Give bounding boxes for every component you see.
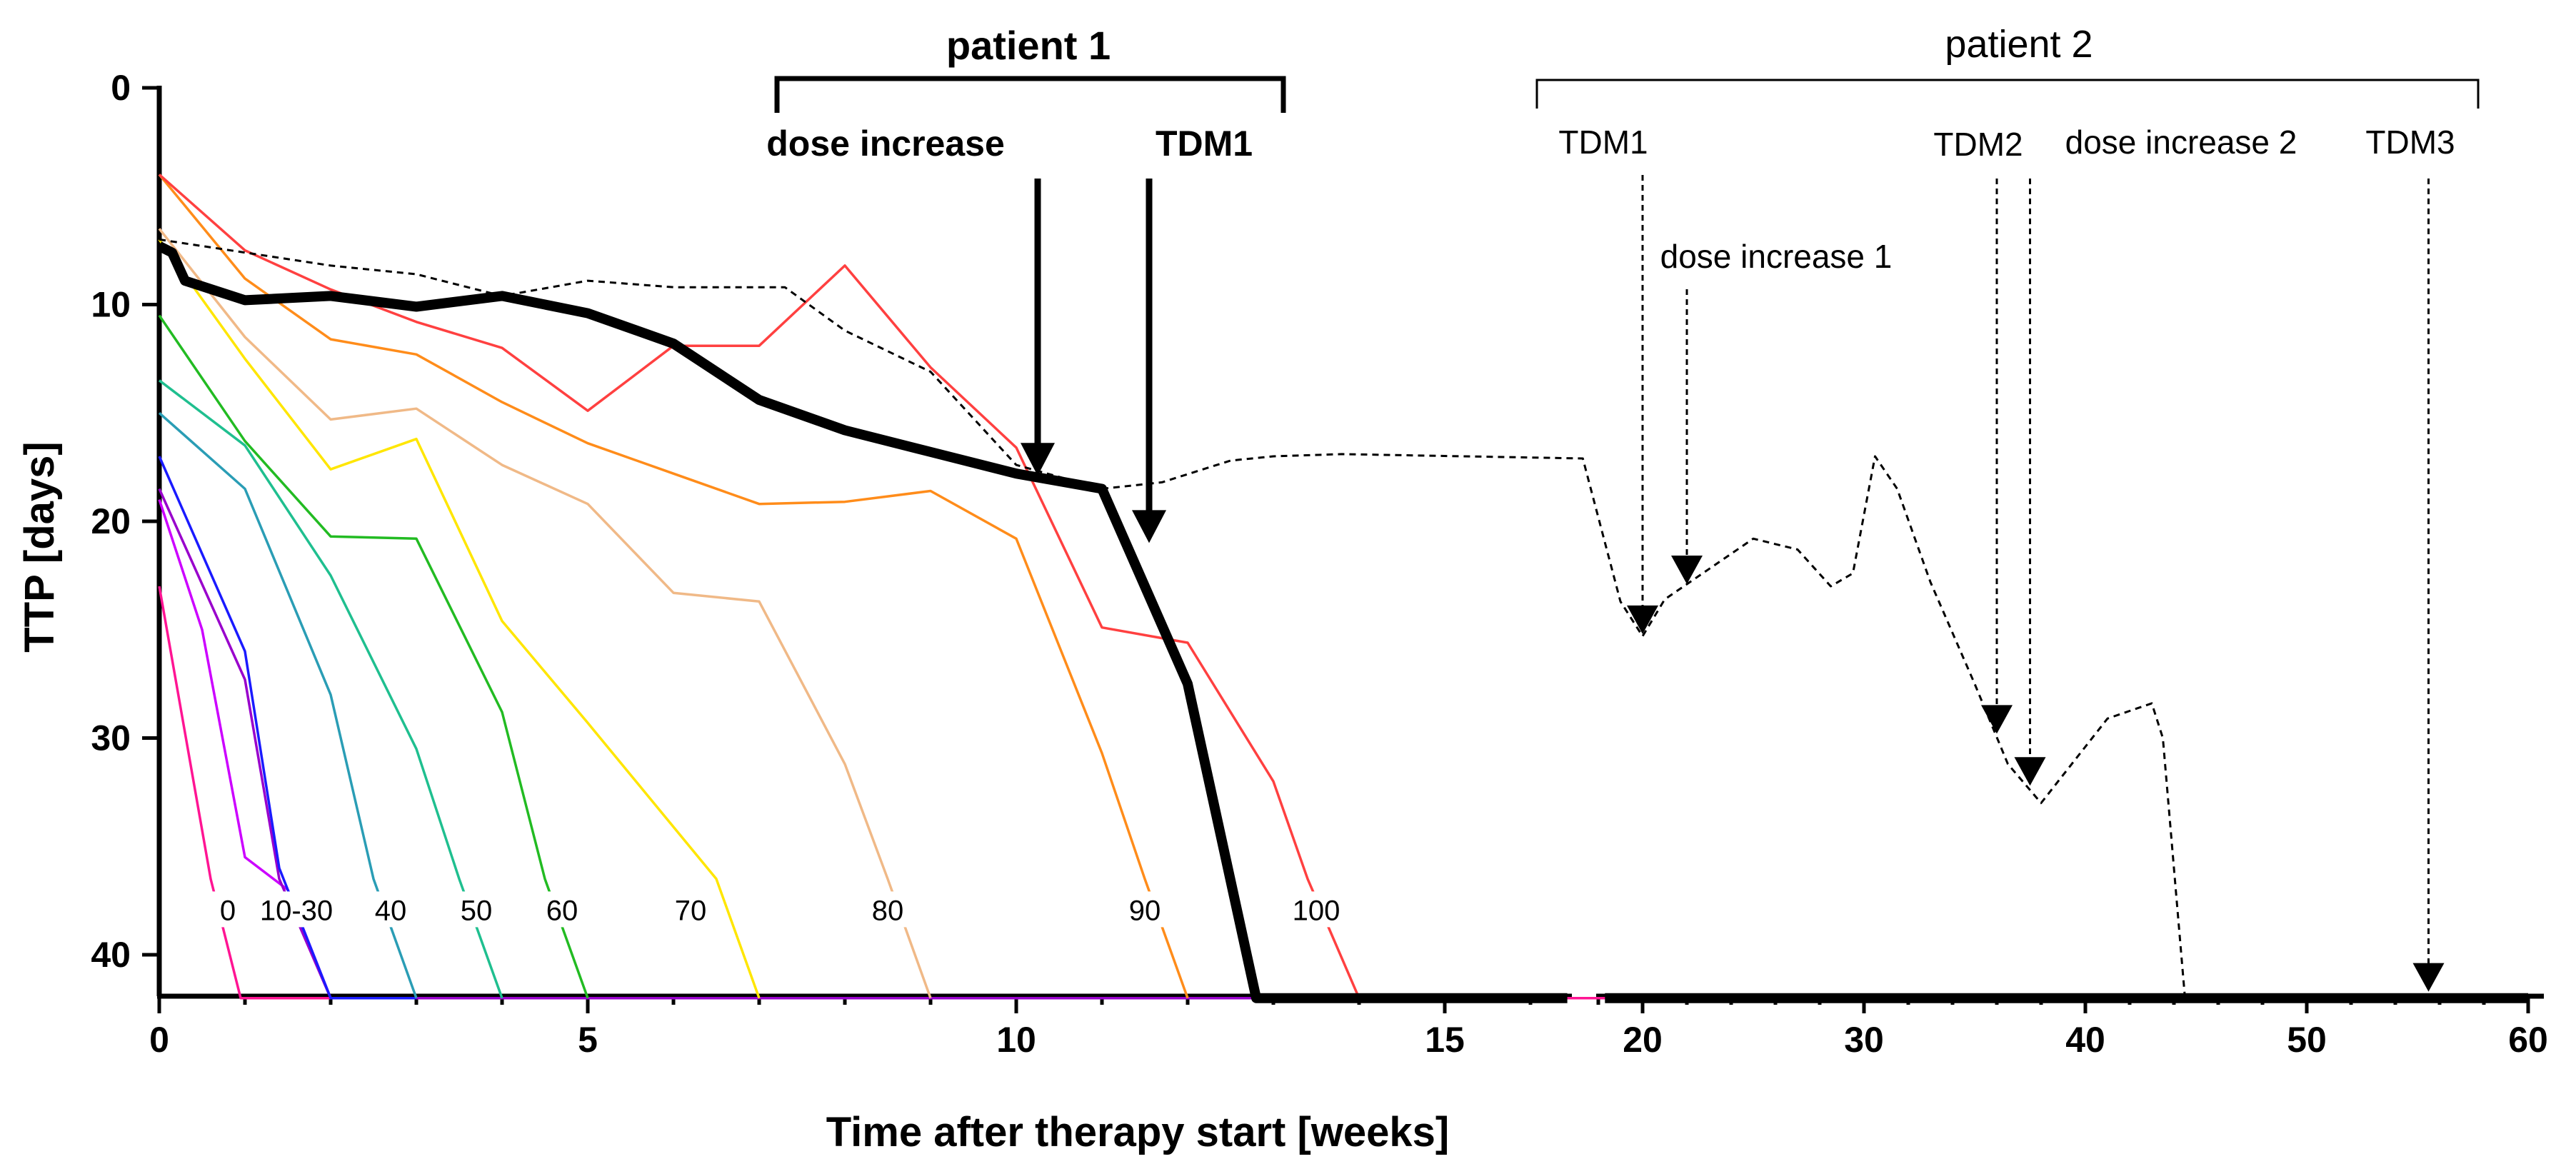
percentile-label: 60: [546, 895, 578, 926]
x-tick-label: 50: [2287, 1020, 2327, 1060]
percentile-label-bg: [538, 891, 586, 928]
x-tick-label: 5: [578, 1020, 598, 1060]
patient1-bracket: [774, 76, 1286, 113]
patient2-annotation-label: dose increase 2: [2065, 124, 2297, 161]
percentile-label-bg: [367, 891, 414, 928]
annotations: patient 1 patient 2 dose increase TDM1 TDM…: [766, 23, 2480, 992]
y-tick-label: 0: [111, 68, 131, 108]
x-tick-label: 60: [2508, 1020, 2548, 1060]
percentile-line-70: [158, 239, 761, 999]
patient1-label: patient 1: [946, 23, 1111, 68]
patient1-arrow-head: [1132, 510, 1166, 543]
x-tick-label: 20: [1623, 1020, 1663, 1060]
x-tick-label: 40: [2065, 1020, 2105, 1060]
patient2-annotation-label: TDM2: [1933, 126, 2023, 163]
percentile-label: 100: [1293, 895, 1340, 926]
patient1-annotation-label: dose increase: [766, 124, 1005, 164]
x-tick-label: 30: [1844, 1020, 1884, 1060]
patient2-arrow-head: [1981, 705, 2013, 734]
patient2-arrow-head: [1671, 556, 1703, 585]
percentile-line-80: [158, 228, 932, 999]
percentile-line-60: [158, 314, 589, 999]
patient2-arrow-head: [2014, 757, 2046, 786]
percentile-label-bg: [667, 891, 714, 928]
patient2-arrow-head: [2412, 963, 2445, 992]
percentile-label-bg: [864, 891, 911, 928]
y-tick-label: 10: [91, 285, 131, 325]
percentile-line-90: [158, 174, 1189, 999]
percentile-label-bg: [453, 891, 500, 928]
x-tick-label: 15: [1425, 1020, 1465, 1060]
patient2-annotation-label: TDM3: [2365, 124, 2455, 161]
patient1-line: [156, 241, 1568, 1003]
percentile-label: 10-30: [260, 895, 333, 926]
percentile-label: 80: [872, 895, 904, 926]
percentile-line-0: [158, 586, 1643, 1000]
y-tick-label: 30: [91, 718, 131, 758]
percentile-label: 0: [220, 895, 236, 926]
y-axis-label: TTP [days]: [16, 441, 63, 652]
percentile-label: 90: [1129, 895, 1161, 926]
patient2-arrow-head: [1627, 605, 1658, 634]
patient2-annotation-label: dose increase 1: [1660, 238, 1893, 275]
percentile-label: 50: [461, 895, 493, 926]
percentile-line-10-30: [158, 488, 1273, 1000]
percentile-label-bg: [1284, 891, 1348, 928]
percentile-line-10-30: [158, 456, 416, 1000]
percentile-label-bg: [212, 891, 244, 928]
percentile-label: 40: [375, 895, 407, 926]
y-tick-label: 40: [91, 935, 131, 975]
patient2-label: patient 2: [1945, 23, 2093, 66]
series-lines: [156, 174, 2528, 1003]
x-tick-label: 0: [149, 1020, 169, 1060]
x-axis-label: Time after therapy start [weeks]: [826, 1109, 1450, 1155]
patient2-line: [159, 238, 2186, 998]
patient1-annotation-label: TDM1: [1156, 124, 1253, 164]
percentile-label-bg: [247, 891, 346, 928]
percentile-labels: 0 10-30 40 50 60 70 80 90 100: [212, 891, 1348, 928]
y-tick-label: 20: [91, 501, 131, 541]
x-tick-label: 10: [996, 1020, 1036, 1060]
patient2-bracket: [1535, 79, 2480, 109]
patient1-arrow-head: [1021, 443, 1055, 476]
percentile-label-bg: [1121, 891, 1168, 928]
patient2-annotation-label: TDM1: [1558, 124, 1648, 161]
percentile-label: 70: [675, 895, 707, 926]
